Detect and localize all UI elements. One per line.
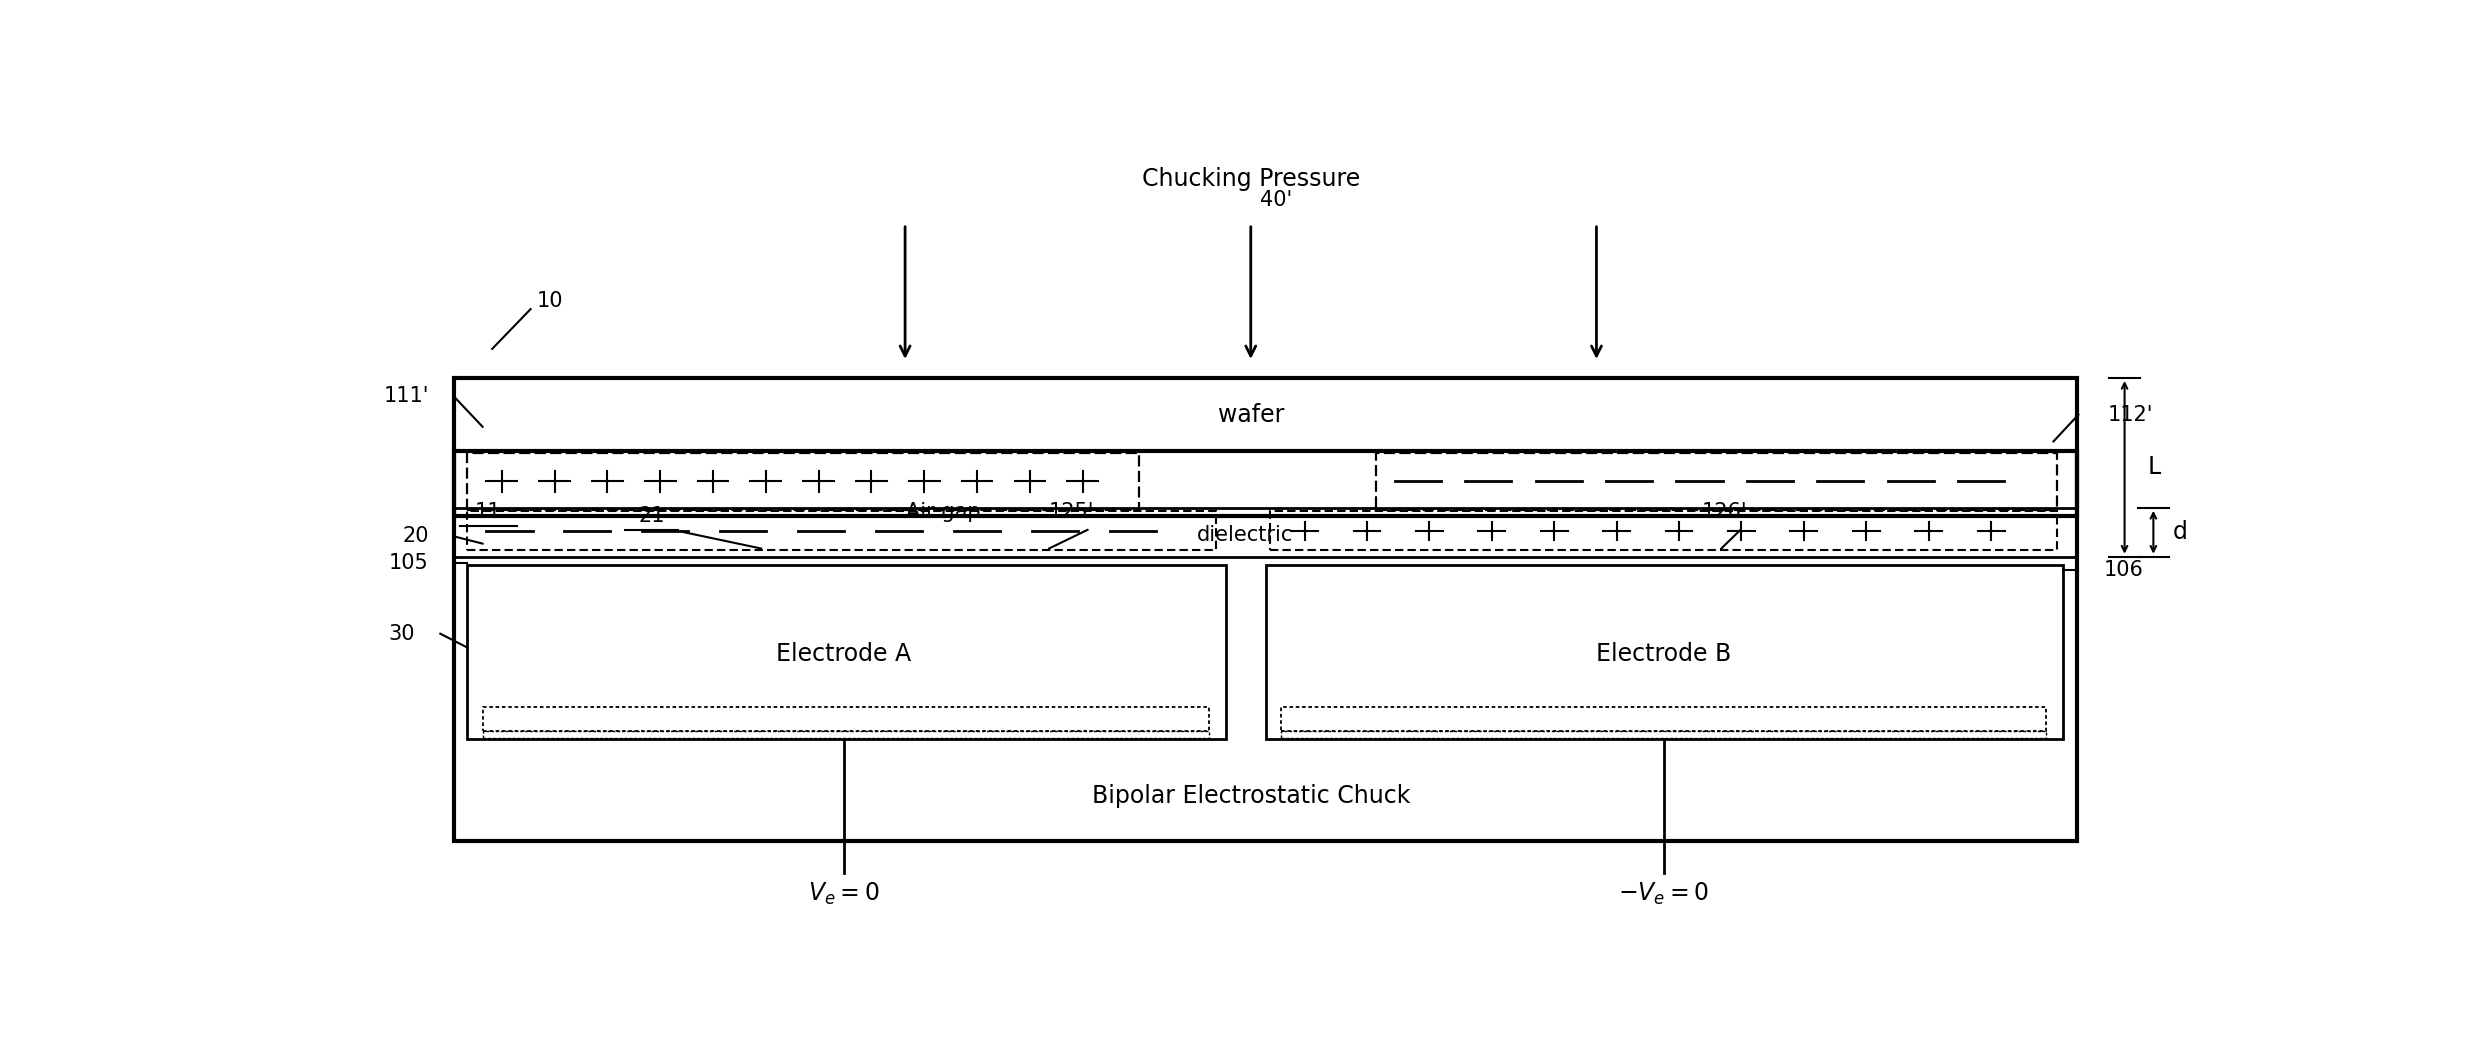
Text: 126': 126' bbox=[1702, 502, 1747, 522]
Bar bbox=[1281, 707, 2047, 731]
Text: 10: 10 bbox=[538, 291, 563, 311]
Text: 40': 40' bbox=[1261, 190, 1294, 210]
Bar bbox=[1266, 565, 2064, 739]
Bar bbox=[453, 378, 2077, 516]
Text: 112': 112' bbox=[2106, 405, 2153, 425]
Text: $-V_e = 0$: $-V_e = 0$ bbox=[1618, 880, 1710, 906]
Text: dielectric: dielectric bbox=[1197, 525, 1294, 545]
Bar bbox=[468, 511, 1217, 550]
Text: Air gap: Air gap bbox=[907, 502, 981, 522]
Bar bbox=[1375, 453, 2057, 509]
Bar bbox=[483, 707, 1209, 731]
Bar bbox=[468, 453, 1140, 509]
Text: Chucking Pressure: Chucking Pressure bbox=[1142, 168, 1360, 191]
Text: wafer: wafer bbox=[1217, 403, 1284, 427]
Text: 20: 20 bbox=[401, 526, 429, 546]
Bar bbox=[453, 508, 2077, 557]
Text: Electrode B: Electrode B bbox=[1596, 642, 1732, 666]
Text: Bipolar Electrostatic Chuck: Bipolar Electrostatic Chuck bbox=[1093, 784, 1410, 808]
Text: 30: 30 bbox=[389, 624, 416, 644]
Text: 11: 11 bbox=[476, 502, 501, 522]
Text: $V_e = 0$: $V_e = 0$ bbox=[808, 880, 880, 906]
Text: Electrode A: Electrode A bbox=[776, 642, 912, 666]
Bar bbox=[468, 565, 1227, 739]
Text: 21: 21 bbox=[639, 506, 664, 526]
Text: 125': 125' bbox=[1048, 502, 1095, 522]
Text: 111': 111' bbox=[384, 386, 429, 406]
Bar bbox=[1271, 511, 2057, 550]
Bar bbox=[483, 731, 1209, 738]
Text: L: L bbox=[2148, 455, 2161, 480]
Bar bbox=[453, 451, 2077, 841]
Bar bbox=[1281, 731, 2047, 738]
Text: 106: 106 bbox=[2104, 561, 2143, 581]
Text: 105: 105 bbox=[389, 553, 429, 573]
Text: d: d bbox=[2173, 521, 2188, 544]
